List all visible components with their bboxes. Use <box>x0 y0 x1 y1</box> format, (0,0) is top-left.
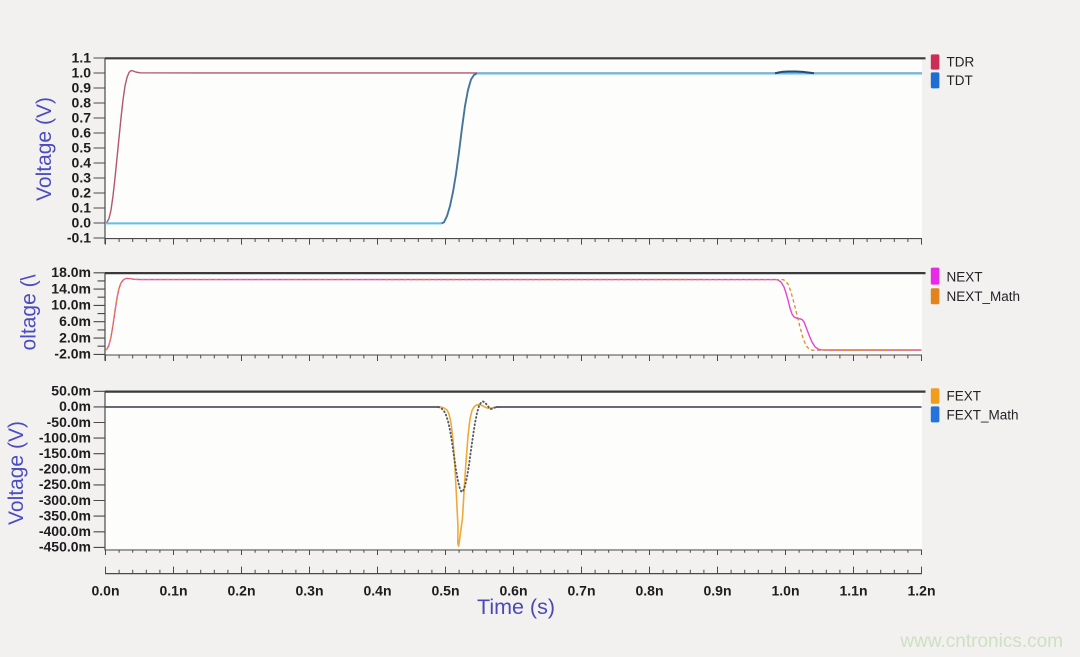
svg-text:oltage (\: oltage (\ <box>18 274 41 350</box>
svg-text:0.9n: 0.9n <box>703 583 731 599</box>
svg-text:0.6: 0.6 <box>72 124 92 140</box>
svg-text:0.4n: 0.4n <box>363 583 391 599</box>
svg-text:6.0m: 6.0m <box>59 313 91 329</box>
svg-text:0.1: 0.1 <box>72 199 92 215</box>
svg-text:0.7n: 0.7n <box>567 583 595 599</box>
svg-text:18.0m: 18.0m <box>51 264 91 280</box>
svg-text:10.0m: 10.0m <box>51 297 91 313</box>
svg-text:-350.0m: -350.0m <box>39 507 91 523</box>
svg-text:1.0: 1.0 <box>72 64 92 80</box>
svg-text:0.3: 0.3 <box>72 169 92 185</box>
svg-text:-150.0m: -150.0m <box>39 445 91 461</box>
svg-text:0.4: 0.4 <box>72 154 92 170</box>
svg-text:0.0: 0.0 <box>72 214 92 230</box>
svg-text:TDT: TDT <box>947 73 973 88</box>
svg-text:1.2n: 1.2n <box>907 583 935 599</box>
svg-text:0.9: 0.9 <box>72 79 92 95</box>
svg-text:-450.0m: -450.0m <box>39 539 91 555</box>
svg-text:1.1: 1.1 <box>72 49 92 65</box>
svg-text:14.0m: 14.0m <box>51 280 91 296</box>
svg-text:0.0m: 0.0m <box>59 398 91 414</box>
svg-text:-2.0m: -2.0m <box>54 346 91 362</box>
svg-text:-50.0m: -50.0m <box>47 414 91 430</box>
svg-text:0.1n: 0.1n <box>159 583 187 599</box>
svg-text:Voltage (V): Voltage (V) <box>5 421 28 525</box>
svg-text:0.3n: 0.3n <box>295 583 323 599</box>
svg-text:Time (s): Time (s) <box>477 595 555 619</box>
svg-text:-100.0m: -100.0m <box>39 429 91 445</box>
svg-text:2.0m: 2.0m <box>59 329 91 345</box>
svg-text:0.5n: 0.5n <box>431 583 459 599</box>
svg-text:0.8n: 0.8n <box>635 583 663 599</box>
svg-text:0.7: 0.7 <box>72 109 92 125</box>
svg-text:-0.1: -0.1 <box>67 229 91 245</box>
svg-text:FEXT_Math: FEXT_Math <box>947 408 1019 423</box>
svg-text:Voltage (V): Voltage (V) <box>33 97 56 201</box>
svg-text:NEXT_Math: NEXT_Math <box>947 289 1021 304</box>
svg-text:www.cntronics.com: www.cntronics.com <box>899 631 1063 652</box>
svg-text:1.1n: 1.1n <box>839 583 867 599</box>
svg-text:-400.0m: -400.0m <box>39 523 91 539</box>
svg-text:-200.0m: -200.0m <box>39 461 91 477</box>
svg-text:TDR: TDR <box>947 55 975 70</box>
svg-text:-250.0m: -250.0m <box>39 476 91 492</box>
svg-text:FEXT: FEXT <box>947 389 982 404</box>
svg-text:50.0m: 50.0m <box>51 383 91 399</box>
svg-text:0.8: 0.8 <box>72 94 92 110</box>
svg-text:NEXT: NEXT <box>947 270 983 285</box>
svg-text:0.0n: 0.0n <box>91 583 119 599</box>
svg-text:0.5: 0.5 <box>72 139 92 155</box>
svg-text:0.2n: 0.2n <box>227 583 255 599</box>
svg-text:0.6n: 0.6n <box>499 583 527 599</box>
svg-text:1.0n: 1.0n <box>771 583 799 599</box>
svg-text:-300.0m: -300.0m <box>39 492 91 508</box>
svg-text:0.2: 0.2 <box>72 184 92 200</box>
